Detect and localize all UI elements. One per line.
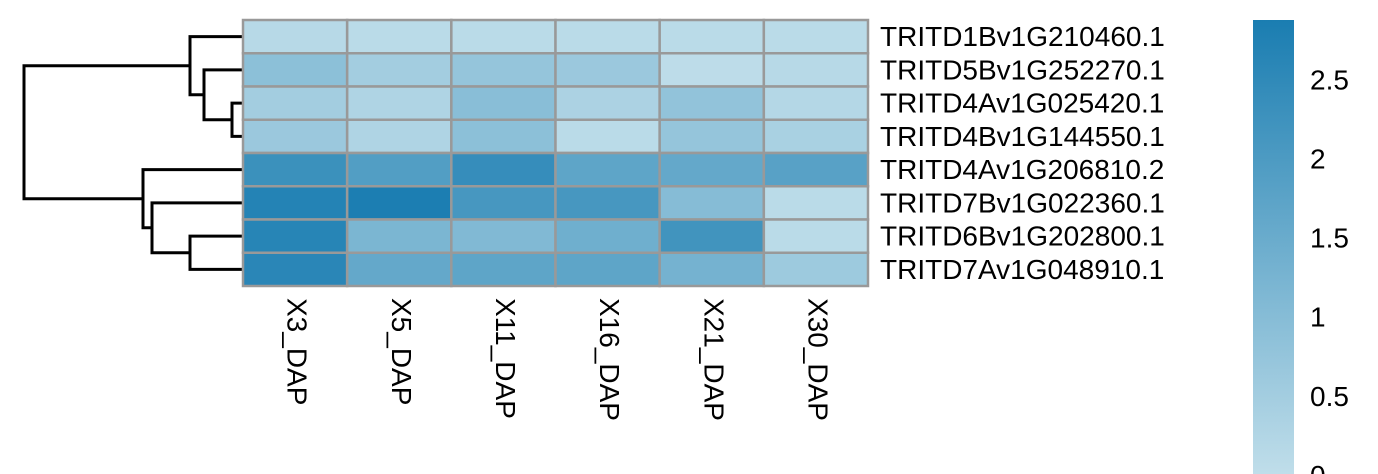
- heatmap-cell: [345, 218, 453, 254]
- row-label: TRITD4Av1G025420.1: [880, 88, 1164, 119]
- heatmap-cell: [241, 118, 349, 155]
- color-bar-tick-label: 0.5: [1310, 381, 1349, 412]
- heatmap-cell: [450, 151, 557, 188]
- heatmap-cell: [450, 18, 557, 55]
- heatmap-cell: [345, 185, 453, 221]
- heatmap-cell: [762, 151, 870, 188]
- row-label: TRITD4Av1G206810.2: [880, 154, 1164, 185]
- heatmap-cell: [241, 52, 349, 88]
- color-bar-tick-label: 2: [1310, 144, 1326, 175]
- heatmap-cell: [554, 85, 661, 121]
- heatmap-cell: [554, 185, 661, 221]
- heatmap-cell: [658, 52, 766, 88]
- heatmap-cell: [554, 218, 661, 254]
- heatmap-cell: [762, 52, 870, 88]
- row-label: TRITD7Bv1G022360.1: [880, 187, 1165, 218]
- row-label: TRITD4Bv1G144550.1: [880, 121, 1165, 152]
- heatmap-cell: [762, 85, 870, 121]
- heatmap-cell: [554, 151, 661, 188]
- column-label: X30_DAP: [803, 298, 834, 421]
- heatmap-cell: [241, 151, 349, 188]
- heatmap-cell: [345, 251, 453, 288]
- heatmap-cell: [450, 85, 557, 121]
- heatmap-cell: [762, 185, 870, 221]
- color-bar-tick-label: 0: [1310, 460, 1326, 474]
- row-label: TRITD7Av1G048910.1: [880, 254, 1164, 285]
- row-label: TRITD1Bv1G210460.1: [880, 21, 1165, 52]
- heatmap-cell: [554, 18, 661, 55]
- heatmap-cell: [241, 185, 349, 221]
- heatmap-cell: [241, 218, 349, 254]
- heatmap-cell: [241, 85, 349, 121]
- heatmap-cell: [345, 85, 453, 121]
- heatmap-cell: [345, 52, 453, 88]
- column-label: X16_DAP: [594, 298, 625, 421]
- heatmap-cell: [450, 218, 557, 254]
- heatmap-cell: [241, 251, 349, 288]
- row-label: TRITD5Bv1G252270.1: [880, 54, 1165, 85]
- row-dendrogram: [22, 35, 243, 271]
- column-label: X21_DAP: [698, 298, 729, 421]
- heatmap-cell: [554, 118, 661, 155]
- heatmap-cell: [658, 151, 766, 188]
- color-bar-tick-label: 1: [1310, 302, 1326, 333]
- heatmap-cell: [345, 118, 453, 155]
- heatmap-cell: [450, 118, 557, 155]
- heatmap-cell: [762, 118, 870, 155]
- heatmap-cell: [554, 251, 661, 288]
- heatmap-cell: [345, 18, 453, 55]
- row-label: TRITD6Bv1G202800.1: [880, 221, 1165, 252]
- heatmap-cell: [554, 52, 661, 88]
- heatmap-cell: [658, 18, 766, 55]
- color-bar-tick-label: 1.5: [1310, 223, 1349, 254]
- heatmap-cell: [658, 118, 766, 155]
- heatmap-cell: [658, 251, 766, 288]
- heatmap-cell: [658, 218, 766, 254]
- heatmap-cell: [762, 18, 870, 55]
- heatmap-cell: [241, 18, 349, 55]
- heatmap-cell: [450, 52, 557, 88]
- heatmap-cell: [345, 151, 453, 188]
- heatmap-cell: [450, 185, 557, 221]
- heatmap-cell: [658, 85, 766, 121]
- color-bar-tick-label: 2.5: [1310, 64, 1349, 95]
- heatmap-cell: [762, 251, 870, 288]
- color-bar: [1253, 20, 1294, 474]
- column-label: X3_DAP: [282, 298, 313, 405]
- column-label: X11_DAP: [490, 298, 521, 419]
- heatmap-cell: [450, 251, 557, 288]
- heatmap-cell: [658, 185, 766, 221]
- heatmap-cell: [762, 218, 870, 254]
- column-label: X5_DAP: [386, 298, 417, 405]
